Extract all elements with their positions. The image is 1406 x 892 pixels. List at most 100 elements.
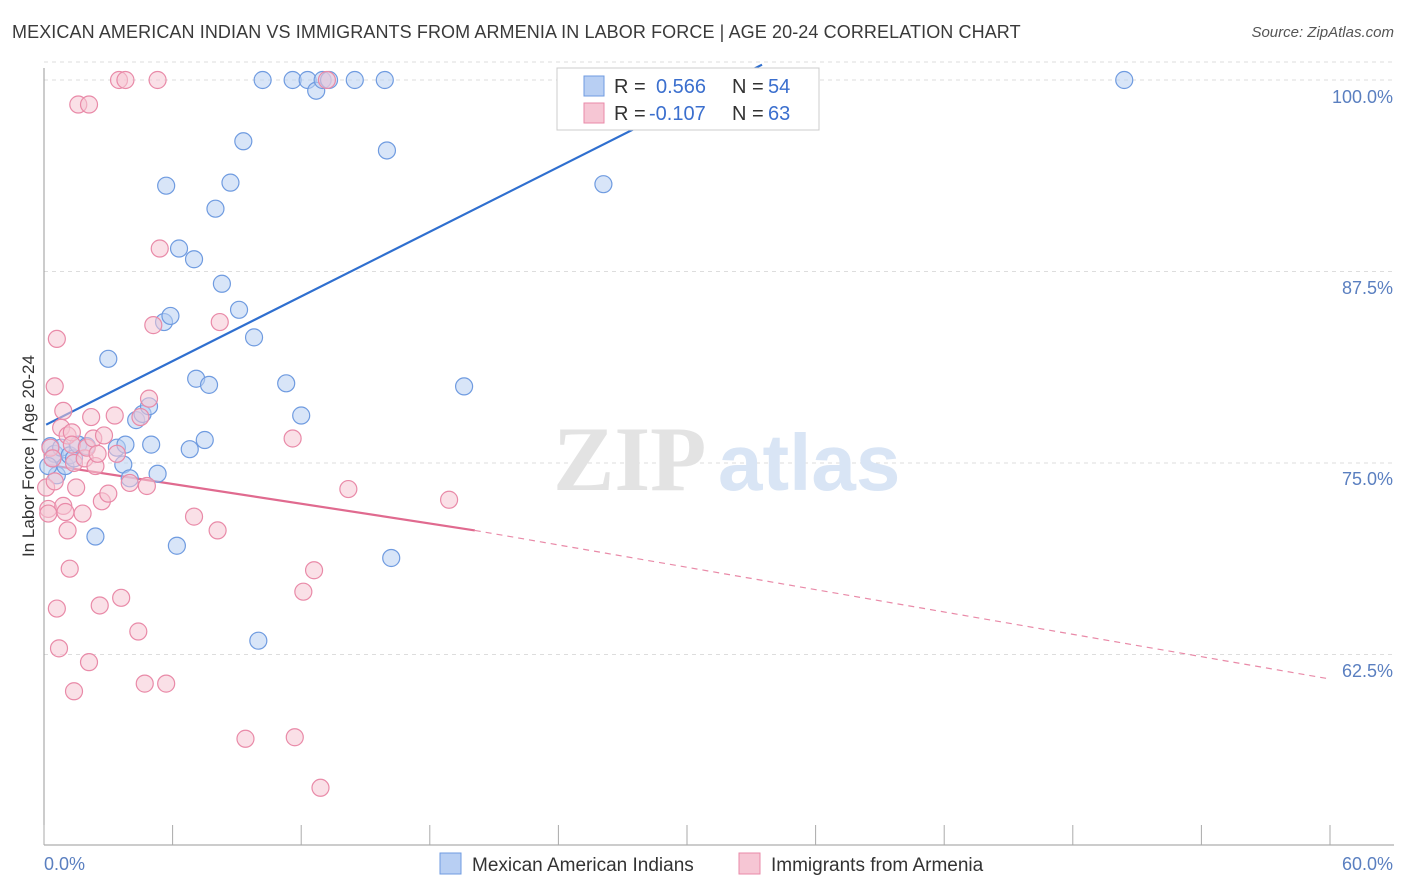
legend-n-label-pink: N = <box>732 103 764 125</box>
legend-r-value-pink: -0.107 <box>649 103 706 125</box>
point-0-49 <box>382 548 401 568</box>
data-points <box>37 70 1134 797</box>
legend-n-value-pink: 63 <box>768 103 790 125</box>
point-1-42 <box>131 407 150 427</box>
point-0-39 <box>277 374 296 393</box>
point-0-50 <box>454 377 474 396</box>
point-1-49 <box>157 674 176 693</box>
series-legend-swatch-blue <box>439 852 462 875</box>
point-1-10 <box>54 401 73 421</box>
point-0-32 <box>212 274 231 293</box>
point-1-43 <box>135 674 154 693</box>
trend-lines <box>45 63 1331 680</box>
point-1-25 <box>79 653 99 672</box>
point-0-41 <box>292 406 311 425</box>
point-1-15 <box>60 559 79 578</box>
point-0-34 <box>229 300 249 319</box>
point-1-46 <box>144 316 163 335</box>
point-1-39 <box>116 70 135 90</box>
point-1-4 <box>45 472 64 491</box>
y-tick-labels: 62.5% 75.0% 87.5% 100.0% <box>1332 87 1393 681</box>
point-1-33 <box>94 426 114 445</box>
point-1-51 <box>208 521 227 540</box>
point-1-22 <box>73 504 92 523</box>
point-1-45 <box>139 389 159 408</box>
point-1-48 <box>150 239 169 258</box>
point-1-44 <box>137 476 156 496</box>
series-legend: Mexican American Indians Immigrants from… <box>439 852 984 876</box>
point-1-40 <box>120 473 139 493</box>
point-1-31 <box>90 596 109 615</box>
point-0-24 <box>167 536 186 555</box>
x-tick-marks <box>43 825 1331 845</box>
point-1-54 <box>283 429 302 448</box>
trend-line-1 <box>45 463 475 532</box>
point-1-5 <box>45 377 64 396</box>
point-0-31 <box>206 199 225 218</box>
legend-r-label-pink: R = <box>614 103 646 125</box>
chart-title: MEXICAN AMERICAN INDIAN VS IMMIGRANTS FR… <box>12 22 1021 42</box>
stats-legend: R = 0.566 N = 54 R = -0.107 N = 63 <box>556 67 820 131</box>
point-1-27 <box>82 407 101 427</box>
point-0-36 <box>244 328 264 347</box>
point-1-35 <box>105 406 124 425</box>
point-1-41 <box>129 622 148 641</box>
point-1-20 <box>67 478 86 497</box>
point-0-23 <box>161 306 180 326</box>
point-1-30 <box>88 444 107 463</box>
y-tick-label-87: 87.5% <box>1342 278 1393 298</box>
legend-n-value-blue: 54 <box>768 76 790 98</box>
source-label: Source: ZipAtlas.com <box>1251 24 1394 41</box>
point-0-25 <box>169 239 189 258</box>
x-tick-label-min: 0.0% <box>44 854 85 874</box>
trend-line-dashed-1 <box>474 529 1331 680</box>
point-0-20 <box>148 464 167 483</box>
point-1-56 <box>294 582 313 601</box>
point-0-19 <box>142 435 161 454</box>
point-0-33 <box>221 173 240 192</box>
point-1-52 <box>210 312 229 332</box>
y-tick-label-75: 75.0% <box>1342 469 1393 489</box>
point-1-61 <box>439 490 459 509</box>
point-1-57 <box>304 561 324 580</box>
point-1-17 <box>62 435 81 454</box>
point-1-19 <box>64 682 84 701</box>
point-0-37 <box>249 631 268 650</box>
legend-swatch-pink <box>583 102 605 124</box>
point-0-38 <box>253 70 272 90</box>
watermark-zip: ZIP <box>553 408 706 510</box>
legend-n-label-blue: N = <box>732 76 764 98</box>
point-0-48 <box>377 141 397 160</box>
legend-swatch-blue <box>583 75 605 97</box>
y-tick-label-100: 100.0% <box>1332 87 1393 107</box>
point-0-35 <box>234 132 253 151</box>
point-1-26 <box>79 95 99 114</box>
point-0-29 <box>195 430 214 450</box>
point-0-22 <box>157 176 176 195</box>
y-axis-label: In Labor Force | Age 20-24 <box>19 355 38 557</box>
point-1-47 <box>148 70 167 90</box>
point-1-8 <box>49 639 69 658</box>
point-0-11 <box>99 349 118 368</box>
point-1-36 <box>107 444 126 463</box>
point-1-38 <box>112 588 131 607</box>
legend-r-label-blue: R = <box>614 76 646 98</box>
point-1-62 <box>39 504 58 523</box>
point-1-7 <box>47 329 66 349</box>
point-1-59 <box>317 70 337 90</box>
point-1-60 <box>339 479 358 499</box>
point-1-58 <box>311 778 330 797</box>
point-0-27 <box>184 250 204 269</box>
point-1-53 <box>236 729 255 748</box>
point-0-10 <box>86 527 105 546</box>
point-1-12 <box>56 502 75 522</box>
y-tick-label-62: 62.5% <box>1342 661 1393 681</box>
point-0-46 <box>345 70 364 90</box>
point-1-6 <box>47 599 66 618</box>
point-0-51 <box>594 175 613 194</box>
legend-r-value-blue: 0.566 <box>656 76 706 98</box>
point-1-34 <box>99 484 118 503</box>
x-tick-label-max: 60.0% <box>1342 854 1393 874</box>
series-legend-swatch-pink <box>738 852 761 875</box>
